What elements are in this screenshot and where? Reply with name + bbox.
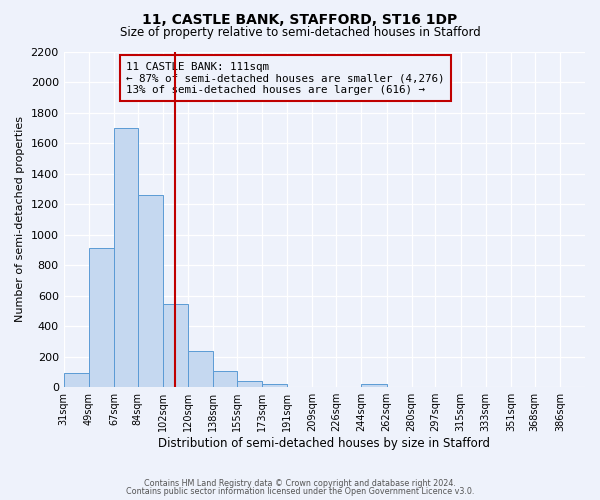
Bar [163,304,188,387]
Text: Contains public sector information licensed under the Open Government Licence v3: Contains public sector information licen… [126,487,474,496]
Bar [64,372,89,387]
Bar [361,384,386,387]
Text: 11 CASTLE BANK: 111sqm
← 87% of semi-detached houses are smaller (4,276)
13% of : 11 CASTLE BANK: 111sqm ← 87% of semi-det… [126,62,445,95]
Text: Size of property relative to semi-detached houses in Stafford: Size of property relative to semi-detach… [119,26,481,39]
Bar [237,381,262,387]
Bar [89,248,114,387]
Bar [138,195,163,387]
Y-axis label: Number of semi-detached properties: Number of semi-detached properties [15,116,25,322]
X-axis label: Distribution of semi-detached houses by size in Stafford: Distribution of semi-detached houses by … [158,437,490,450]
Bar [213,371,237,387]
Bar [188,352,213,387]
Bar [114,128,138,387]
Text: Contains HM Land Registry data © Crown copyright and database right 2024.: Contains HM Land Registry data © Crown c… [144,478,456,488]
Text: 11, CASTLE BANK, STAFFORD, ST16 1DP: 11, CASTLE BANK, STAFFORD, ST16 1DP [142,12,458,26]
Bar [262,384,287,387]
